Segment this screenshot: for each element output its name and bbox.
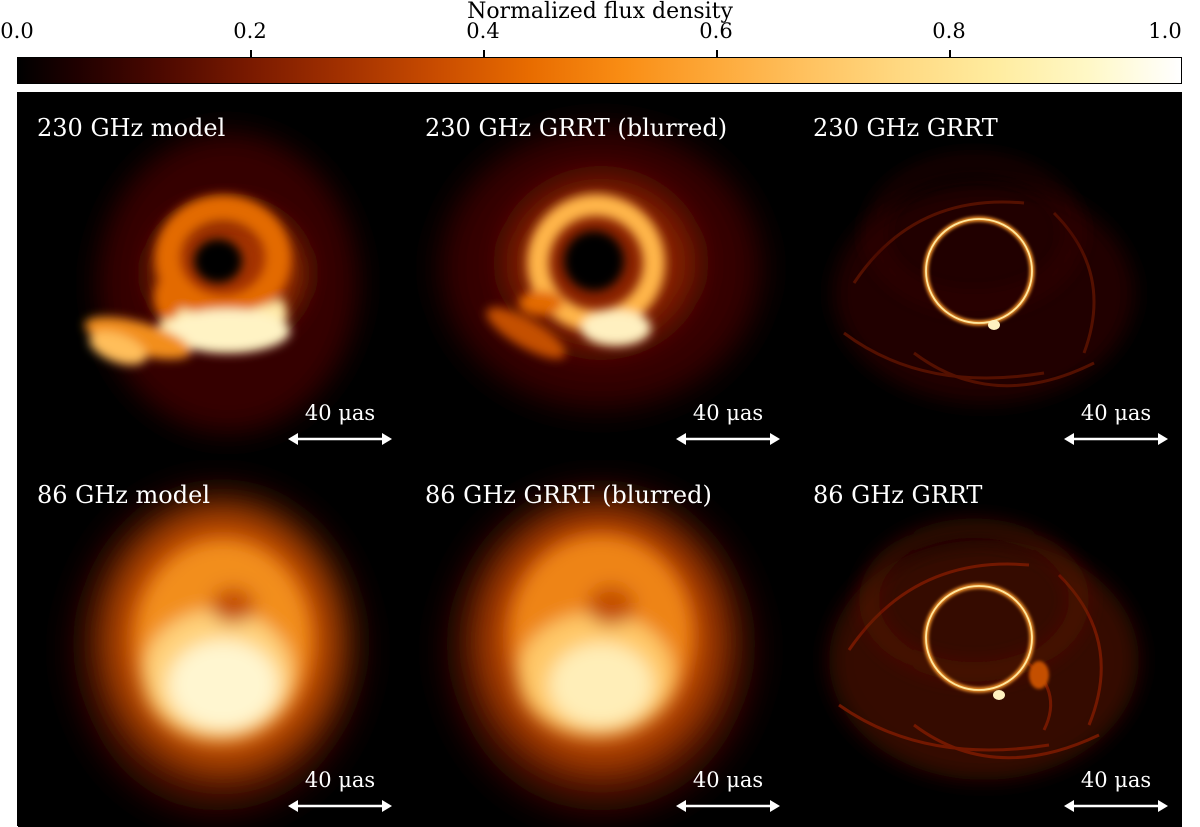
scale-label: 40 μas — [1080, 401, 1152, 425]
panel-image — [18, 460, 406, 827]
double-arrow-icon — [1064, 800, 1168, 812]
panel-86ghz-grrt-blurred: 86 GHz GRRT (blurred) 40 μas — [406, 460, 794, 827]
double-arrow-icon — [1064, 433, 1168, 445]
colorbar-tick: 0.2 — [233, 19, 267, 43]
panel-230ghz-grrt-blurred: 230 GHz GRRT (blurred) 40 μas — [406, 93, 794, 460]
panel-label: 230 GHz GRRT (blurred) — [425, 114, 728, 142]
panel-label: 86 GHz GRRT — [813, 481, 983, 509]
scale-label: 40 μas — [1080, 768, 1152, 792]
scale-label: 40 μas — [692, 768, 764, 792]
colorbar-tickmark — [949, 50, 951, 57]
scale-bar: 40 μas — [288, 400, 392, 446]
double-arrow-icon — [288, 433, 392, 445]
colorbar-tick: 0.8 — [932, 19, 966, 43]
scale-label: 40 μas — [304, 401, 376, 425]
colorbar-tick: 0.4 — [466, 19, 500, 43]
colorbar-title: Normalized flux density — [467, 0, 733, 24]
scale-bar: 40 μas — [676, 400, 780, 446]
panel-label: 230 GHz model — [37, 114, 226, 142]
scale-bar: 40 μas — [288, 767, 392, 813]
colorbar-tick: 0.0 — [0, 19, 34, 43]
panel-label: 86 GHz model — [37, 481, 210, 509]
panel-86ghz-model: 86 GHz model 40 μas — [18, 460, 406, 827]
panel-image — [794, 93, 1182, 460]
scale-bar: 40 μas — [1064, 400, 1168, 446]
scale-label: 40 μas — [304, 768, 376, 792]
image-grid: 230 GHz model 40 μas — [17, 92, 1182, 827]
double-arrow-icon — [676, 800, 780, 812]
panel-86ghz-grrt: 86 GHz GRRT 40 μas — [794, 460, 1182, 827]
colorbar-tickmark — [483, 50, 485, 57]
double-arrow-icon — [676, 433, 780, 445]
colorbar-tick: 0.6 — [699, 19, 733, 43]
panel-image — [406, 93, 794, 460]
colorbar-tick: 1.0 — [1148, 19, 1182, 43]
colorbar — [17, 57, 1182, 84]
panel-label: 86 GHz GRRT (blurred) — [425, 481, 712, 509]
panel-image — [18, 93, 406, 460]
panel-image — [794, 460, 1182, 827]
panel-image — [406, 460, 794, 827]
double-arrow-icon — [288, 800, 392, 812]
scale-label: 40 μas — [692, 401, 764, 425]
colorbar-tickmark — [250, 50, 252, 57]
panel-230ghz-model: 230 GHz model 40 μas — [18, 93, 406, 460]
scale-bar: 40 μas — [676, 767, 780, 813]
colorbar-tickmark — [716, 50, 718, 57]
panel-230ghz-grrt: 230 GHz GRRT 40 μas — [794, 93, 1182, 460]
panel-label: 230 GHz GRRT — [813, 114, 998, 142]
scale-bar: 40 μas — [1064, 767, 1168, 813]
